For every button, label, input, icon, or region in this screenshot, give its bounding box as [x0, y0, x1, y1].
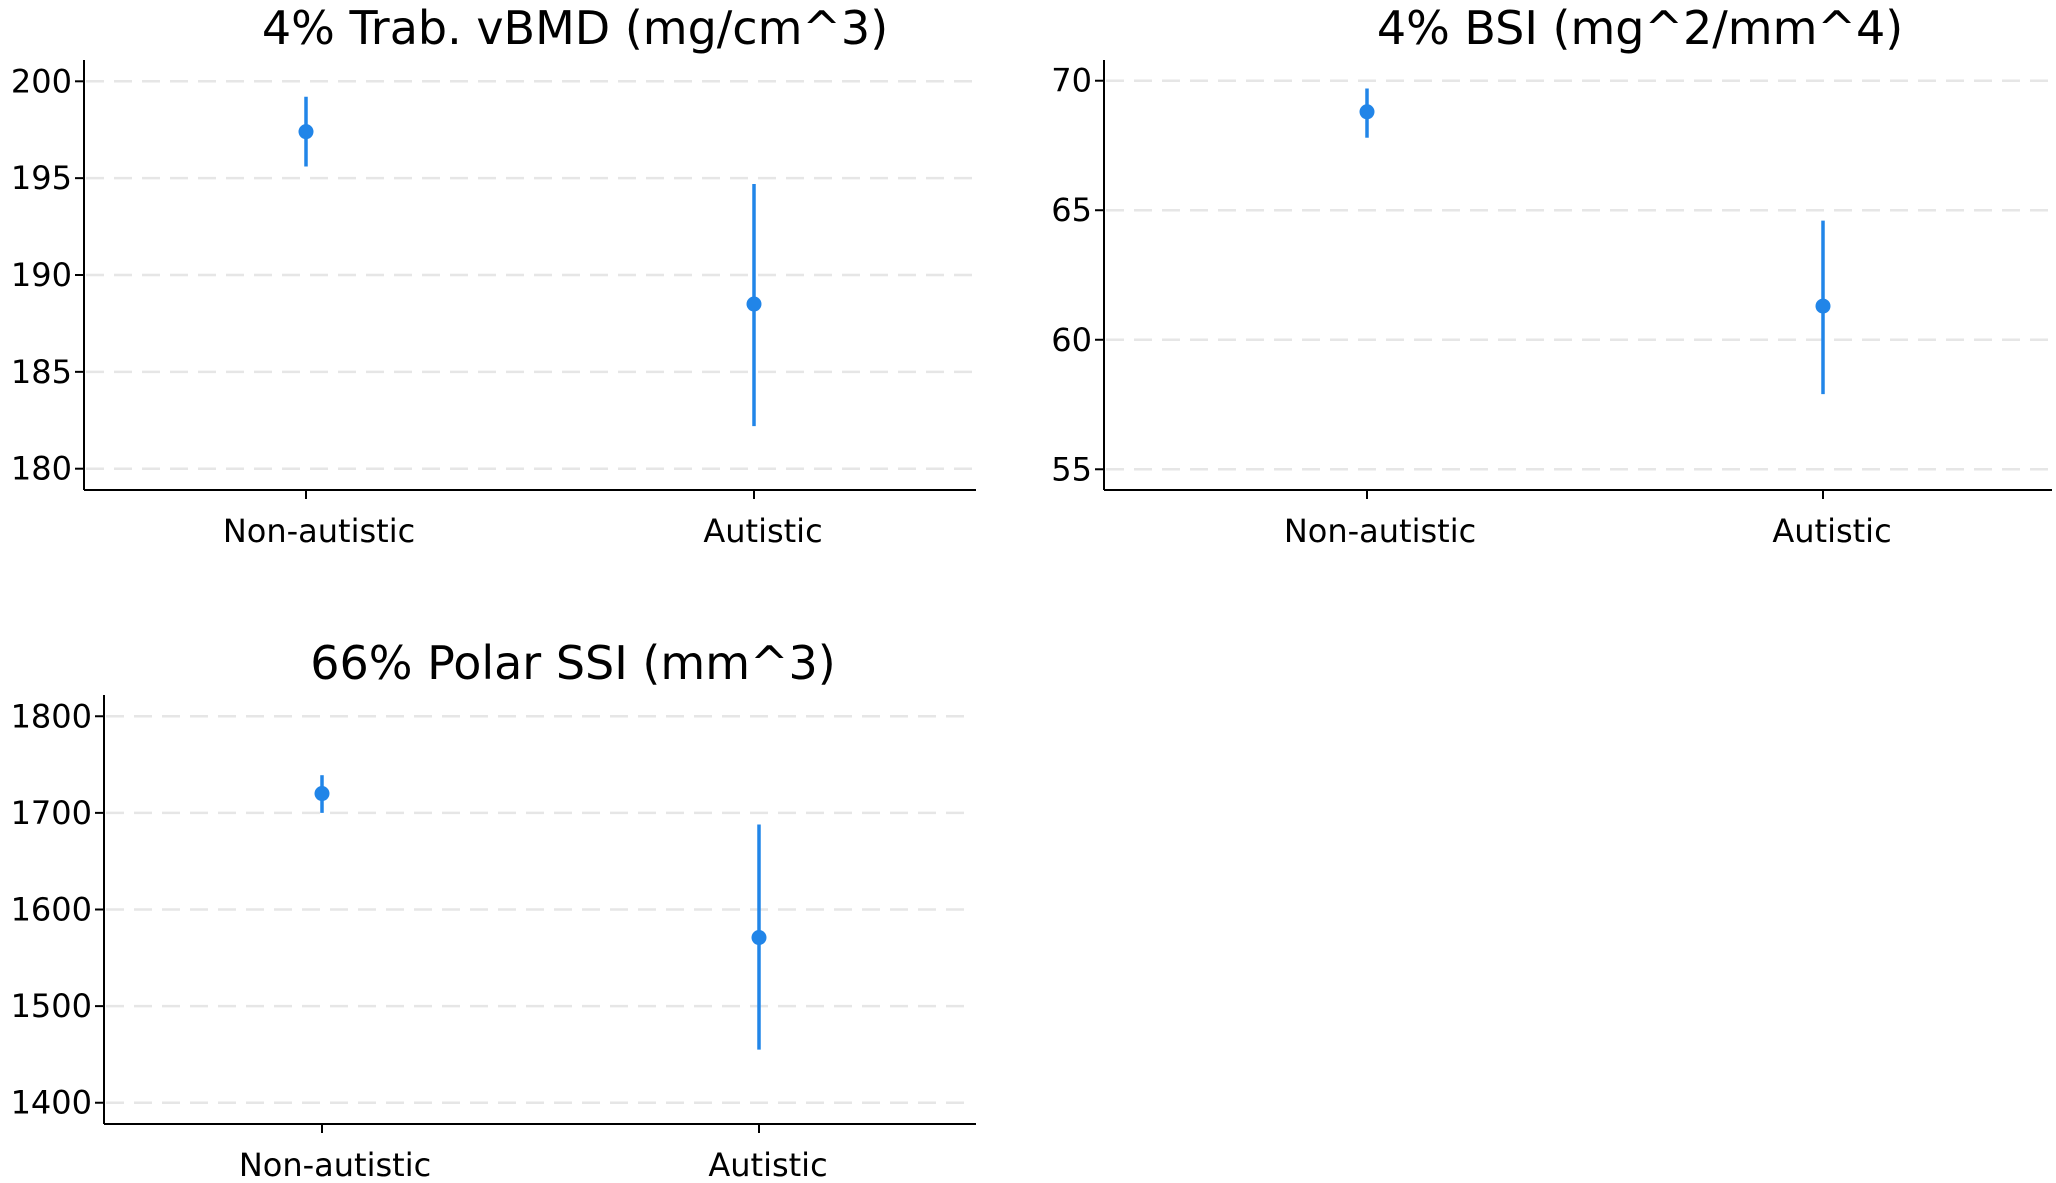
panel-title: 4% Trab. vBMD (mg/cm^3) [262, 1, 888, 55]
data-point [1359, 104, 1375, 120]
x-tick-label: Non-autistic [1284, 512, 1476, 550]
data-point [298, 124, 314, 140]
y-tick-label: 185 [11, 353, 72, 391]
y-tick-label: 1800 [11, 697, 92, 735]
x-tick-label: Non-autistic [239, 1146, 431, 1183]
panel-title: 4% BSI (mg^2/mm^4) [1377, 1, 1903, 55]
y-tick-label: 60 [1051, 321, 1092, 359]
x-tick-label: Non-autistic [223, 512, 415, 550]
y-tick-label: 70 [1051, 62, 1092, 100]
y-tick-label: 190 [11, 256, 72, 294]
panel-title: 66% Polar SSI (mm^3) [310, 636, 836, 690]
y-tick-label: 1400 [11, 1084, 92, 1122]
y-tick-label: 65 [1051, 191, 1092, 229]
y-tick-label: 195 [11, 159, 72, 197]
y-tick-label: 1500 [11, 987, 92, 1025]
data-point [314, 786, 330, 802]
data-point [746, 296, 762, 312]
y-tick-label: 1700 [11, 794, 92, 832]
y-tick-label: 200 [11, 62, 72, 100]
x-tick-label: Autistic [1772, 512, 1891, 550]
y-tick-label: 180 [11, 450, 72, 488]
panel-trab-vbmd: 4% Trab. vBMD (mg/cm^3) 180 185 190 195 200 N… [11, 1, 976, 550]
panel-bsi: 4% BSI (mg^2/mm^4) 55 60 65 70 Non-autistic A… [1051, 1, 2052, 550]
x-tick-label: Autistic [703, 512, 822, 550]
y-tick-label: 55 [1051, 450, 1092, 488]
data-point [751, 930, 767, 946]
x-tick-label: Autistic [708, 1146, 827, 1183]
data-point [1815, 298, 1831, 314]
panel-polar-ssi: 66% Polar SSI (mm^3) 1400 1500 1600 1700 180… [11, 636, 976, 1183]
y-tick-label: 1600 [11, 891, 92, 929]
